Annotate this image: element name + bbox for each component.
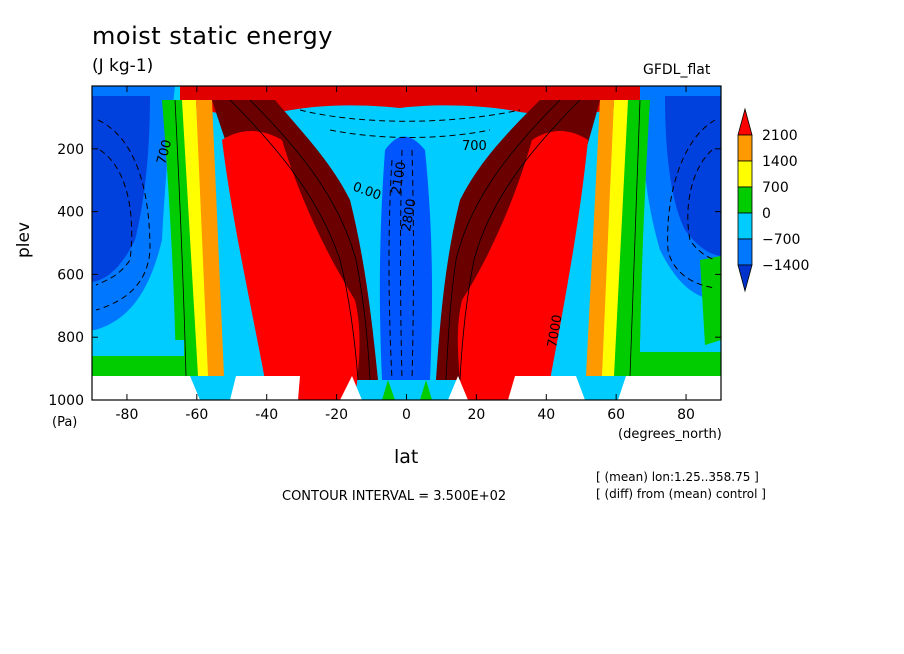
note-lon-range: [ (mean) lon:1.25..358.75 ] (596, 470, 759, 484)
colorbar-label: −700 (762, 232, 800, 248)
mask-left-2 (230, 376, 300, 400)
x-tick-label: 80 (677, 407, 695, 423)
field-left-red (222, 131, 360, 400)
x-tick-label: 40 (537, 407, 555, 423)
mask-right (618, 376, 721, 400)
dataset-label: GFDL_flat (643, 62, 711, 78)
mask-green-2 (420, 380, 432, 400)
field-left-yellow (182, 100, 210, 376)
contour-label: 7000 (545, 313, 566, 348)
field-right-red (457, 131, 588, 400)
contour-dashed-lines (95, 109, 717, 381)
x-axis: -80 -60 -40 -20 0 20 40 60 80 (116, 86, 695, 423)
x-axis-units: (degrees_north) (618, 427, 722, 442)
y-tick-label: 600 (57, 267, 84, 283)
x-tick-label: -80 (116, 407, 139, 423)
field-right-yellow (600, 100, 628, 376)
colorbar-swatch (737, 238, 753, 266)
chart-units: (J kg-1) (92, 56, 154, 76)
y-axis-units: (Pa) (52, 415, 78, 430)
colorbar-swatch (737, 134, 753, 162)
field-right-green-patch (700, 256, 721, 345)
y-axis: 200 400 600 800 1000 (48, 142, 721, 409)
contour-label-group: 700 700 7000 2800 2100 0.00 (154, 138, 565, 349)
heatmap-field (92, 86, 721, 400)
colorbar-label: 0 (762, 206, 771, 222)
contour-solid-lines (174, 99, 641, 381)
mask-green-1 (382, 380, 395, 400)
colorbar-label: 1400 (762, 154, 798, 170)
contour-label: 2800 (399, 197, 420, 232)
mask-right-2 (508, 376, 585, 400)
x-tick-label: 20 (467, 407, 485, 423)
x-tick-label: -40 (255, 407, 278, 423)
x-axis-label: lat (394, 446, 419, 468)
note-diff: [ (diff) from (mean) control ] (596, 487, 766, 501)
colorbar-top-arrow (737, 107, 753, 136)
chart-title: moist static energy (92, 22, 333, 50)
colorbar: 2100 1400 700 0 −700 −1400 (737, 107, 809, 293)
x-tick-label: 60 (607, 407, 625, 423)
colorbar-swatch (737, 186, 753, 214)
contour-interval: CONTOUR INTERVAL = 3.500E+02 (282, 489, 507, 504)
colorbar-bottom-arrow (737, 264, 753, 293)
field-left-lower-green (92, 356, 184, 376)
y-tick-label: 800 (57, 330, 84, 346)
field-right-lower-green (640, 352, 721, 376)
mask-mid-2 (448, 376, 468, 400)
colorbar-label: 2100 (762, 128, 798, 144)
mask-mid-1 (340, 376, 362, 400)
field-right-green (612, 100, 650, 376)
field-right-orange (586, 100, 614, 376)
y-tick-label: 1000 (48, 393, 84, 409)
colorbar-swatch (737, 160, 753, 188)
y-tick-label: 200 (57, 142, 84, 158)
x-tick-label: -20 (325, 407, 348, 423)
field-left-orange (196, 100, 224, 376)
colorbar-label: −1400 (762, 258, 809, 274)
colorbar-swatch (737, 212, 753, 240)
x-tick-label: -60 (185, 407, 208, 423)
contour-label: 2100 (389, 160, 410, 195)
field-top-band (180, 86, 640, 116)
field-left-deep (92, 96, 150, 282)
field-eq-column (379, 136, 433, 380)
contour-label: 700 (462, 139, 487, 154)
x-tick-label: 0 (402, 407, 411, 423)
field-right-deep (665, 96, 721, 256)
y-tick-label: 400 (57, 205, 84, 221)
contour-label: 700 (154, 138, 175, 166)
colorbar-label: 700 (762, 180, 789, 196)
mask-left (92, 376, 200, 400)
